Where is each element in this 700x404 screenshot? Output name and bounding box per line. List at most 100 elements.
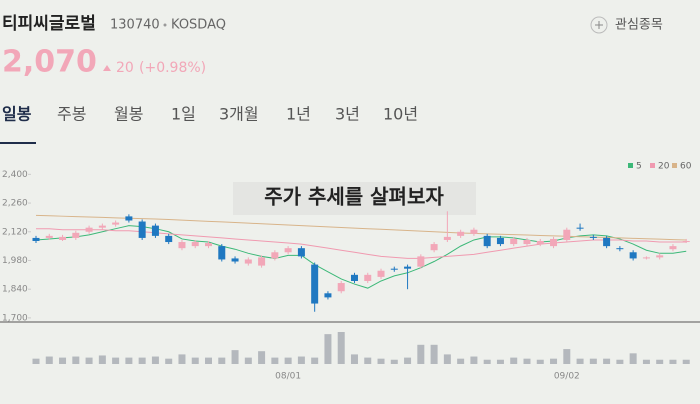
legend-label: 5 xyxy=(636,162,642,172)
x-tick-label: 08/01 xyxy=(275,372,301,382)
candle-body xyxy=(496,237,504,245)
legend-swatch xyxy=(628,163,633,168)
volume-bar xyxy=(536,359,544,364)
tab[interactable]: 10년 xyxy=(383,105,418,124)
candle-body xyxy=(218,246,226,260)
tab[interactable]: 1일 xyxy=(171,105,196,124)
y-tick-label: 1,840 xyxy=(2,285,28,295)
x-tick-label: 09/02 xyxy=(554,372,580,382)
candle-body xyxy=(59,236,67,240)
volume-bar xyxy=(324,334,332,364)
watch-button[interactable]: 관심종목 xyxy=(590,16,663,34)
volume-bar xyxy=(390,359,398,364)
overlay-text: 주가 추세를 살펴보자 xyxy=(264,185,444,209)
volume-bar xyxy=(589,358,597,364)
ma-line xyxy=(35,225,687,289)
candle-body xyxy=(682,241,690,243)
volume-bar xyxy=(483,359,491,364)
volume-bar xyxy=(377,358,385,364)
volume-bar xyxy=(350,354,358,364)
candle-body xyxy=(417,256,425,267)
volume-bar xyxy=(218,357,226,364)
volume-bar xyxy=(470,356,478,364)
stock-market: KOSDAQ xyxy=(171,18,226,33)
volume-bar xyxy=(244,357,252,364)
tab[interactable]: 3개월 xyxy=(219,105,259,124)
volume-bar xyxy=(178,354,186,364)
candle-body xyxy=(45,235,53,238)
volume-bar xyxy=(311,357,319,364)
tab[interactable]: 주봉 xyxy=(57,105,86,124)
volume-bar xyxy=(430,344,438,364)
ma-line xyxy=(36,228,687,259)
candle-body xyxy=(165,235,173,243)
watch-icon xyxy=(590,16,608,34)
candle-body xyxy=(244,259,252,264)
y-tick-label: 2,400 xyxy=(2,170,28,180)
candle-body xyxy=(642,257,650,259)
volume-bar xyxy=(510,357,518,364)
tab[interactable]: 일봉 xyxy=(2,105,32,124)
stock-name: 티피씨글로벌 xyxy=(2,14,96,34)
legend-swatch xyxy=(672,163,677,168)
volume-bar xyxy=(59,357,67,364)
volume-bar xyxy=(669,359,677,364)
volume-bar xyxy=(125,357,133,364)
candle-body xyxy=(138,221,146,238)
volume-bar xyxy=(191,357,199,364)
tab[interactable]: 3년 xyxy=(335,105,360,124)
tab[interactable]: 월봉 xyxy=(114,105,143,124)
candle-body xyxy=(656,255,664,258)
price-change: 20 xyxy=(116,60,134,76)
volume-bar xyxy=(496,359,504,364)
candle-body xyxy=(616,248,624,250)
y-tick-label: 2,260 xyxy=(2,199,28,209)
candle-body xyxy=(364,274,372,281)
volume-bar xyxy=(284,357,292,364)
volume-bar xyxy=(629,353,637,364)
volume-bar xyxy=(205,357,213,364)
candle-body xyxy=(603,237,611,247)
candle-body xyxy=(523,239,531,245)
candle-body xyxy=(191,242,199,247)
candle-body xyxy=(72,232,80,238)
candle-body xyxy=(297,248,305,257)
candle-body xyxy=(443,236,451,240)
volume-bar xyxy=(443,354,451,364)
volume-bar xyxy=(151,356,159,364)
volume-bar xyxy=(616,359,624,364)
volume-bar xyxy=(72,356,80,364)
volume-bar xyxy=(682,359,690,364)
volume-bar xyxy=(576,358,584,364)
volume-bar xyxy=(337,332,345,364)
up-arrow xyxy=(103,65,111,71)
candle-body xyxy=(125,216,133,221)
legend-label: 60 xyxy=(680,162,692,172)
volume-bar xyxy=(165,358,173,364)
volume-bar xyxy=(32,358,40,364)
price-change-pct: (+0.98%) xyxy=(139,60,206,76)
candle-body xyxy=(563,229,571,240)
volume-bar xyxy=(656,359,664,364)
volume-bar xyxy=(603,358,611,364)
volume-bar xyxy=(45,356,53,364)
y-tick-label: 1,700 xyxy=(2,313,28,323)
volume-bar xyxy=(523,358,531,364)
volume-bar xyxy=(231,350,239,364)
candle-body xyxy=(430,244,438,251)
candle-body xyxy=(470,229,478,234)
tab[interactable]: 1년 xyxy=(286,105,311,124)
candle-body xyxy=(390,268,398,270)
candle-body xyxy=(576,227,584,229)
legend-swatch xyxy=(650,163,655,168)
plus xyxy=(595,21,603,29)
candle-body xyxy=(271,252,279,259)
volume-bar xyxy=(112,357,120,364)
candle-body xyxy=(589,236,597,238)
candle-body xyxy=(98,225,106,228)
candle-body xyxy=(205,243,213,247)
candle-body xyxy=(178,242,186,249)
candle-body xyxy=(550,238,558,247)
volume-bar xyxy=(138,357,146,364)
candle-body xyxy=(32,237,40,241)
